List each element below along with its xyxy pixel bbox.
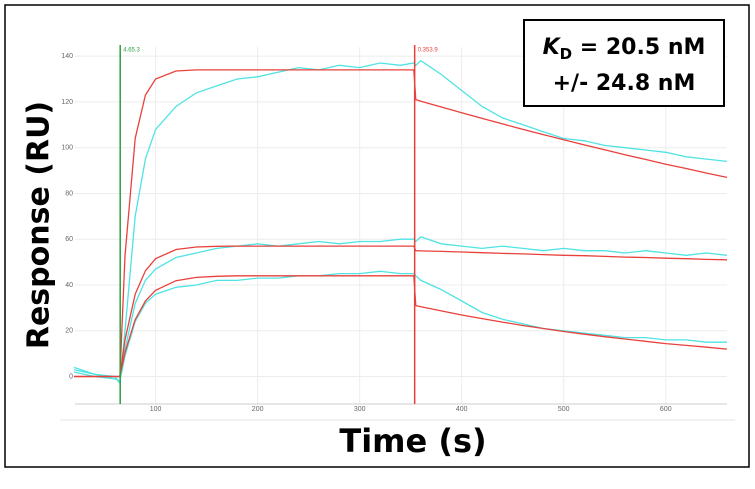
data-line [73,236,728,383]
y-axis-label: Response (RU) [22,101,57,349]
y-tick-label: 140 [61,53,73,60]
y-tick-label: 120 [61,99,73,106]
y-tick-label: 40 [65,282,73,289]
x-tick-label: 600 [660,406,672,413]
data-line [73,270,727,383]
x-axis-label: Time (s) [339,422,486,460]
y-tick-label: 80 [65,190,73,197]
data-line [74,275,728,378]
data-line [74,69,728,378]
y-tick-label: 60 [65,236,73,243]
marker-label: 4.65.3 [123,48,140,54]
x-tick-label: 400 [456,406,468,413]
x-tick-label: 300 [354,406,366,413]
kd-line1: KD = 20.5 nM [543,35,706,63]
kd-k: K [543,35,562,60]
data-line [73,59,728,386]
y-tick-label: 100 [61,145,73,152]
kd-box [523,19,725,107]
kd-sub: D [560,45,572,63]
y-tick-label: 20 [65,328,73,335]
marker-label: 0.353.9 [418,48,439,54]
kd-line2: +/- 24.8 nM [553,71,696,96]
x-tick-label: 500 [558,406,570,413]
y-tick-label: 0 [69,373,73,380]
x-tick-label: 200 [252,406,264,413]
x-tick-label: 100 [150,406,162,413]
frame [4,4,750,468]
kd-value: = 20.5 nM [572,35,705,60]
data-line [74,245,728,378]
